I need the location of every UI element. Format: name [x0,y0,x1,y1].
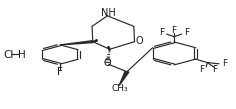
Text: O: O [136,36,143,46]
Polygon shape [60,41,93,45]
Text: F: F [172,26,177,35]
Text: CH₃: CH₃ [111,84,128,93]
Polygon shape [119,72,129,86]
Text: Cl: Cl [4,49,14,60]
Text: H: H [18,49,25,60]
Text: F: F [199,65,204,74]
Text: NH: NH [101,8,115,18]
Text: O: O [103,58,111,68]
Text: F: F [184,28,190,37]
Text: F: F [159,28,164,37]
Text: F: F [222,59,228,68]
Text: F: F [212,65,217,74]
Text: F: F [57,66,63,77]
